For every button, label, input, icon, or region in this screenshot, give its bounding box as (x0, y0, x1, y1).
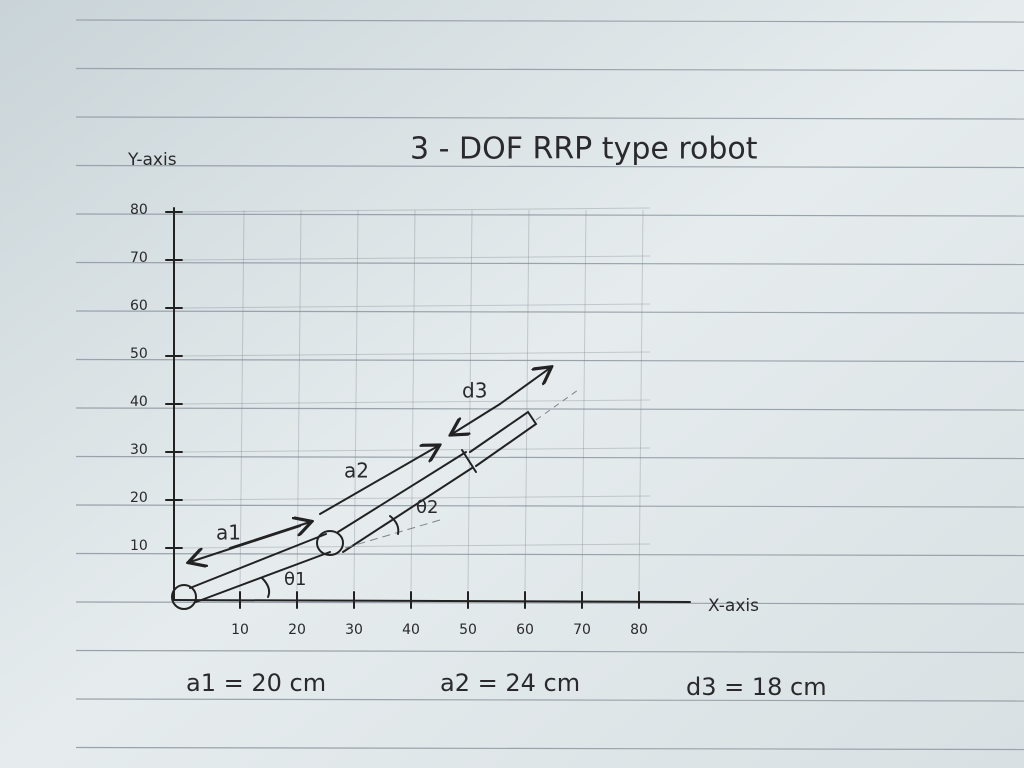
grid-line (467, 209, 473, 591)
x-axis (173, 599, 691, 603)
y-tick-label: 10 (130, 538, 148, 554)
ruled-line (75, 601, 1024, 605)
x-tick-label: 70 (573, 622, 591, 638)
grid-line (181, 543, 651, 549)
angle-label: θ2 (416, 497, 438, 518)
y-tick-label: 50 (130, 346, 148, 362)
grid-line (181, 351, 651, 357)
grid-line (524, 209, 530, 591)
grid-line (239, 209, 245, 591)
base-joint (171, 584, 197, 610)
ruled-line (75, 649, 1024, 654)
x-tick-label: 60 (516, 622, 534, 638)
y-tick-label: 60 (130, 298, 148, 314)
reference-dashes (344, 519, 441, 549)
ruled-line (75, 19, 1024, 23)
ruled-line (75, 455, 1024, 460)
ruled-line (75, 746, 1024, 751)
parameter: a2 = 24 cm (440, 669, 580, 697)
ruled-line (75, 358, 1024, 363)
ruled-line (75, 310, 1024, 314)
dimension-arrow (229, 522, 310, 549)
y-tick-label: 80 (130, 202, 148, 218)
parameter: a1 = 20 cm (186, 669, 326, 697)
link-label: d3 (462, 379, 487, 403)
y-tick-label: 40 (130, 394, 148, 410)
y-tick-label: 20 (130, 490, 148, 506)
dimension-arrow (319, 446, 438, 515)
grid-line (181, 207, 651, 213)
extension-dashes (535, 389, 579, 421)
grid-line (181, 447, 651, 453)
grid-line (181, 399, 651, 405)
x-tick-label: 40 (402, 622, 420, 638)
x-tick-label: 20 (288, 622, 306, 638)
link-1 (189, 533, 331, 603)
ruled-line (75, 698, 1024, 702)
x-tick-label: 80 (630, 622, 648, 638)
ticks: 10 20 30 40 50 60 70 80 10 20 30 40 50 60 70 80 (130, 202, 651, 638)
link-2 (337, 451, 473, 553)
revolute-joint-2 (316, 530, 344, 556)
prismatic-collar (461, 449, 477, 473)
grid-line (410, 209, 416, 591)
grid-line (581, 209, 587, 591)
dimension-arrow (452, 403, 501, 434)
dimension-arrow (499, 368, 550, 405)
x-tick-label: 30 (345, 622, 363, 638)
parameter: d3 = 18 cm (686, 673, 827, 701)
angle-arc-1 (261, 577, 271, 598)
grid-line (181, 303, 651, 309)
grid-line (181, 255, 651, 261)
angle-label: θ1 (284, 569, 306, 590)
grid-line (353, 209, 359, 591)
grid-line (638, 209, 644, 591)
ruled-line (75, 213, 1024, 217)
ruled-lines (75, 19, 1024, 751)
y-tick-label: 30 (130, 442, 148, 458)
link-label: a2 (344, 459, 369, 483)
x-axis-label: X-axis (708, 596, 759, 616)
prismatic-link (469, 410, 538, 467)
ruled-line (75, 552, 1024, 557)
ruled-line (75, 67, 1024, 72)
ruled-line (75, 504, 1024, 508)
title-part: 3 - DOF RRP type robot (410, 132, 758, 167)
x-tick-label: 50 (459, 622, 477, 638)
y-axis-label: Y-axis (127, 150, 177, 170)
grid-line (181, 495, 651, 501)
link-label: a1 (216, 521, 241, 545)
ruled-line (75, 261, 1024, 266)
y-tick-label: 70 (130, 250, 148, 266)
ruled-line (75, 116, 1024, 120)
x-tick-label: 10 (231, 622, 249, 638)
ruled-line (75, 164, 1024, 169)
ruled-line (75, 407, 1024, 411)
angle-arc-2 (389, 515, 400, 535)
